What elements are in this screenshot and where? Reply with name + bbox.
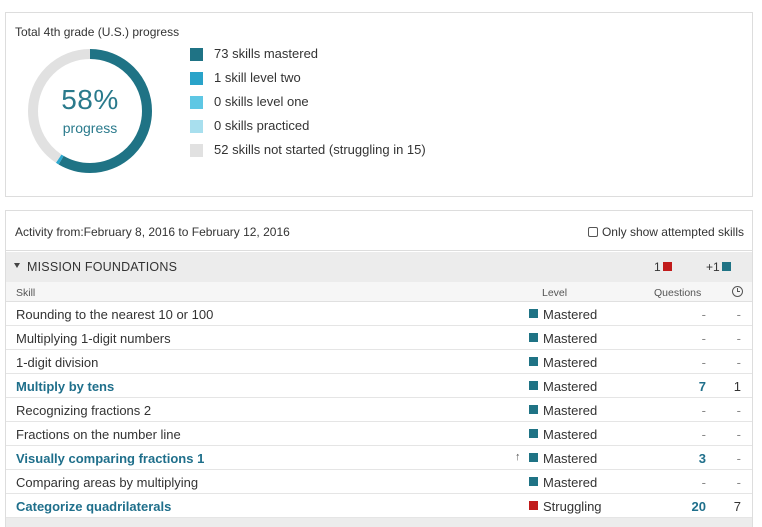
questions-count: - [701,331,706,346]
mission-header[interactable]: MISSION FOUNDATIONS 1 +1 [6,252,752,282]
questions-count: - [701,307,706,322]
legend-swatch [190,72,203,85]
time-value: 1 [733,379,741,394]
progress-title: Total 4th grade (U.S.) progress [15,25,180,39]
column-skill: Skill [16,287,36,299]
struggling-count: 1 [654,260,661,274]
caret-down-icon[interactable] [14,263,20,268]
level-label: Mastered [543,403,598,418]
table-row: Multiplying 1-digit numbers Mastered - - [6,326,752,350]
legend-swatch [190,144,203,157]
progress-panel: Total 4th grade (U.S.) progress [5,12,753,197]
donut-segment [28,49,152,173]
level-label: Mastered [543,307,598,322]
level-square-icon [529,477,538,486]
time-value: - [736,427,741,442]
table-row: 1-digit division Mastered - - [6,350,752,374]
time-value: - [736,451,741,466]
questions-count: - [701,403,706,418]
skill-name: Multiplying 1-digit numbers [16,331,171,346]
attempted-label: Only show attempted skills [601,225,744,239]
legend-swatch [190,120,203,133]
table-row[interactable]: Multiply by tens Mastered 7 1 [6,374,752,398]
clock-icon [732,286,743,297]
mastered-square-icon [721,262,731,271]
level-label: Struggling [543,499,602,514]
donut-center: 58% progress [23,44,157,178]
legend-swatch [190,96,203,109]
time-value: - [736,331,741,346]
questions-count: - [701,475,706,490]
progress-percent: 58% [61,84,119,115]
questions-count[interactable]: 7 [698,379,706,394]
level-label: Mastered [543,355,598,370]
level-square-icon [529,357,538,366]
table-row: Comparing areas by multiplying Mastered - - [6,470,752,494]
skill-table: Rounding to the nearest 10 or 100 Mastere… [6,302,752,518]
level-square-icon [529,453,538,462]
attempted-filter[interactable]: Only show attempted skills [587,225,744,239]
legend-label: 0 skills level one [214,94,309,109]
next-mission-strip [6,518,752,527]
activity-panel: Activity from:February 8, 2016 to Februa… [5,210,753,527]
questions-count[interactable]: 20 [691,499,706,514]
table-row[interactable]: Visually comparing fractions 1 ↑ Mastered 3… [6,446,752,470]
time-value: - [736,475,741,490]
time-value: 7 [733,499,741,514]
level-label: Mastered [543,379,598,394]
level-label: Mastered [543,427,598,442]
time-value: - [736,307,741,322]
progress-donut [28,49,152,173]
column-header: Skill Level Questions [6,282,752,302]
level-label: Mastered [543,451,598,466]
level-square-icon [529,429,538,438]
skill-link[interactable]: Visually comparing fractions 1 [16,451,205,466]
column-questions: Questions [654,287,702,299]
skill-name: Rounding to the nearest 10 or 100 [16,307,214,322]
table-row: Rounding to the nearest 10 or 100 Mastere… [6,302,752,326]
table-row: Fractions on the number line Mastered - - [6,422,752,446]
level-square-icon [529,381,538,390]
activity-date-range: Activity from:February 8, 2016 to Februa… [15,225,290,239]
level-square-icon [529,309,538,318]
skill-name: Fractions on the number line [16,427,181,442]
mission-struggling-count: 1 [654,260,672,274]
questions-count: - [701,355,706,370]
time-value: - [736,403,741,418]
level-square-icon [529,405,538,414]
level-square-icon [529,333,538,342]
level-label: Mastered [543,331,598,346]
level-label: Mastered [543,475,598,490]
skill-name: Comparing areas by multiplying [16,475,199,490]
skill-link[interactable]: Categorize quadrilaterals [16,499,172,514]
table-row[interactable]: Categorize quadrilaterals Struggling 20 7 [6,494,752,518]
mastered-count: +1 [706,260,720,274]
questions-count[interactable]: 3 [698,451,706,466]
attempted-checkbox[interactable] [587,227,598,237]
progress-label: progress [62,120,118,136]
column-level: Level [542,287,568,299]
questions-count: - [701,427,706,442]
legend-swatch [190,48,203,61]
table-row: Recognizing fractions 2 Mastered - - [6,398,752,422]
level-square-icon [529,501,538,510]
legend-label: 73 skills mastered [214,46,319,61]
time-value: - [736,355,741,370]
skill-name: Recognizing fractions 2 [16,403,152,418]
activity-header: Activity from:February 8, 2016 to Februa… [6,211,752,251]
skill-name: 1-digit division [16,355,99,370]
struggling-square-icon [662,262,672,271]
mission-title: MISSION FOUNDATIONS [27,260,178,274]
legend-label: 52 skills not started (struggling in 15) [214,142,426,157]
skill-link[interactable]: Multiply by tens [16,379,115,394]
legend-label: 0 skills practiced [214,118,310,133]
legend-label: 1 skill level two [214,70,301,85]
mission-mastered-count: +1 [706,260,731,274]
arrow-up-icon: ↑ [515,451,521,463]
